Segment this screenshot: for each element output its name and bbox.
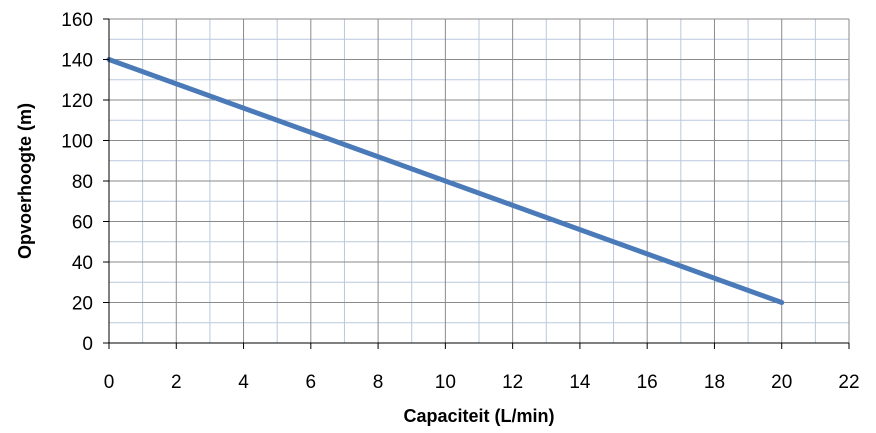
- x-tick-label: 22: [838, 372, 859, 393]
- y-tick-label: 0: [82, 334, 93, 355]
- y-tick-label: 160: [61, 10, 93, 31]
- y-tick-label: 100: [61, 132, 93, 153]
- y-tick-label: 80: [72, 172, 93, 193]
- x-tick-label: 0: [104, 372, 115, 393]
- y-tick-label: 20: [72, 294, 93, 315]
- x-tick-label: 12: [502, 372, 523, 393]
- x-axis-title: Capaciteit (L/min): [403, 406, 554, 426]
- series-line: [106, 57, 785, 305]
- y-tick-label: 40: [72, 253, 93, 274]
- y-tick-labels: 0 20 40 60 80 100 120 140 160: [61, 10, 93, 355]
- x-tick-label: 6: [306, 372, 317, 393]
- x-tick-label: 10: [435, 372, 456, 393]
- x-tick-label: 2: [171, 372, 182, 393]
- x-tick-label: 14: [569, 372, 591, 393]
- x-tick-label: 16: [637, 372, 658, 393]
- x-tick-label: 18: [704, 372, 725, 393]
- y-axis-title: Opvoerhoogte (m): [15, 103, 35, 259]
- x-tick-label: 8: [373, 372, 384, 393]
- y-tick-label: 120: [61, 91, 93, 112]
- x-tick-label: 4: [238, 372, 249, 393]
- x-tick-label: 20: [771, 372, 792, 393]
- y-tick-label: 140: [61, 51, 93, 72]
- series-layer: [106, 57, 785, 305]
- x-tick-labels: 0 2 4 6 8 10 12 14 16 18 20 22: [104, 372, 860, 393]
- axis-layer: [103, 18, 850, 349]
- y-tick-label: 60: [72, 213, 93, 234]
